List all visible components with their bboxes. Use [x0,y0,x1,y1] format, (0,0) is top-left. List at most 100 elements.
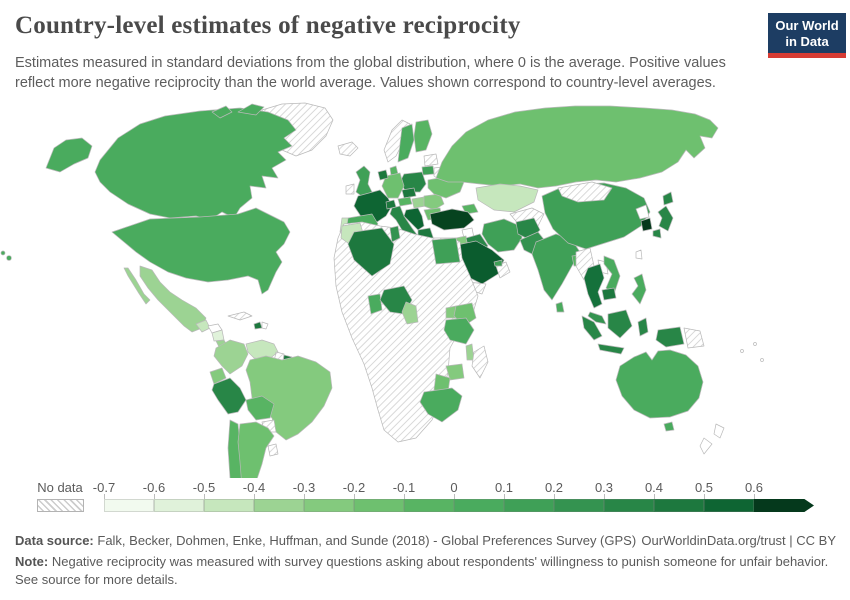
legend-segment[interactable] [454,499,504,512]
country-south-korea[interactable] [640,217,653,232]
legend-segment[interactable] [754,499,814,512]
legend-tick-label: -0.7 [92,480,116,495]
country-cambodia[interactable] [601,287,617,301]
legend-segment[interactable] [104,499,154,512]
country-indonesia-papua[interactable] [655,326,685,348]
country-philippines[interactable] [631,273,647,305]
country-malaysia[interactable] [587,311,607,325]
country-estonia-latvia[interactable] [423,153,439,167]
country-japan-hokkaido[interactable] [662,191,674,206]
country-usa[interactable] [111,207,291,295]
country-australia[interactable] [615,349,704,419]
country-indonesia-sumatra[interactable] [581,315,603,341]
country-zimbabwe[interactable] [445,363,465,381]
country-thailand[interactable] [583,263,605,309]
country-egypt[interactable] [431,237,461,265]
country-germany[interactable] [381,172,405,199]
legend-tick-label: 0 [450,480,458,495]
country-madagascar[interactable] [471,345,489,379]
country-canada-arctic-1[interactable] [237,103,265,116]
country-uruguay[interactable] [267,443,279,457]
country-bolivia[interactable] [245,395,275,421]
country-uae[interactable] [493,259,503,267]
country-south-africa[interactable] [419,387,463,423]
legend-segment[interactable] [154,499,204,512]
country-malawi[interactable] [465,343,475,361]
legend-segment[interactable] [554,499,604,512]
legend-tick-label: 0.4 [644,480,664,495]
chart-subtitle: Estimates measured in standard deviation… [15,55,726,91]
legend-segment[interactable] [404,499,454,512]
country-mexico-baja[interactable] [123,267,151,305]
legend-tick-mark [104,494,105,499]
country-new-zealand-north[interactable] [713,423,725,439]
country-north-korea[interactable] [635,204,650,220]
country-austria[interactable] [397,196,413,207]
legend-tick-mark [504,494,505,499]
country-kazakhstan[interactable] [475,183,539,213]
country-iceland[interactable] [337,141,359,157]
country-tunisia[interactable] [389,225,401,243]
country-canada[interactable] [94,107,297,221]
country-lithuania[interactable] [421,165,435,176]
legend-segment[interactable] [254,499,304,512]
country-brazil[interactable] [245,355,333,441]
country-argentina[interactable] [237,421,275,478]
pacific-island-3[interactable] [760,358,764,362]
country-russia[interactable] [435,105,719,189]
country-czechia[interactable] [401,187,417,199]
country-hawaii-1[interactable] [0,250,6,256]
country-algeria[interactable] [347,227,395,277]
country-ghana[interactable] [367,293,383,315]
country-mongolia[interactable] [557,181,613,203]
owid-logo[interactable]: Our World in Data [768,13,846,59]
country-peru[interactable] [211,377,247,415]
country-turkey[interactable] [429,208,475,231]
country-finland[interactable] [413,119,433,153]
country-haiti[interactable] [253,321,263,330]
country-taiwan[interactable] [635,249,643,260]
country-papua-new-guinea[interactable] [683,327,705,349]
country-cameroon[interactable] [401,301,419,325]
footer-link[interactable]: OurWorldinData.org/trust | CC BY [641,533,836,548]
country-indonesia-java[interactable] [597,343,625,355]
legend-tick-label: -0.6 [142,480,166,495]
country-tanzania[interactable] [443,317,475,345]
country-ireland[interactable] [345,183,355,195]
legend-tick-mark [754,494,755,499]
country-cuba[interactable] [227,311,253,321]
legend-segment[interactable] [704,499,754,512]
legend-tick-mark [204,494,205,499]
country-dominican-republic[interactable] [261,321,269,330]
country-balkans[interactable] [403,207,425,231]
country-netherlands[interactable] [377,169,389,181]
legend-tick-label: -0.3 [292,480,316,495]
country-iran[interactable] [481,218,523,253]
country-canada-arctic-2[interactable] [211,105,233,119]
country-sri-lanka[interactable] [555,301,565,313]
legend-tick-label: -0.5 [192,480,216,495]
legend-segment[interactable] [354,499,404,512]
country-colombia[interactable] [213,339,249,375]
country-indonesia-borneo[interactable] [607,309,633,339]
country-japan-kyushu[interactable] [652,228,662,239]
country-sweden[interactable] [397,123,415,163]
country-hawaii-2[interactable] [6,255,12,261]
legend-segment[interactable] [504,499,554,512]
pacific-island-1[interactable] [740,349,744,353]
country-indonesia-sulawesi[interactable] [637,317,649,337]
country-usa-alaska[interactable] [45,137,93,173]
country-new-zealand-south[interactable] [699,437,713,455]
legend-segment[interactable] [304,499,354,512]
legend-tick-mark [654,494,655,499]
legend-segment[interactable] [604,499,654,512]
country-venezuela[interactable] [245,339,279,361]
legend-segment[interactable] [204,499,254,512]
country-ecuador[interactable] [209,367,227,385]
legend-no-data-swatch[interactable] [37,499,84,512]
country-australia-tasmania[interactable] [663,421,675,432]
country-japan-honshu[interactable] [657,205,674,232]
pacific-island-2[interactable] [753,342,757,346]
legend-segment[interactable] [654,499,704,512]
legend-tick-mark [554,494,555,499]
